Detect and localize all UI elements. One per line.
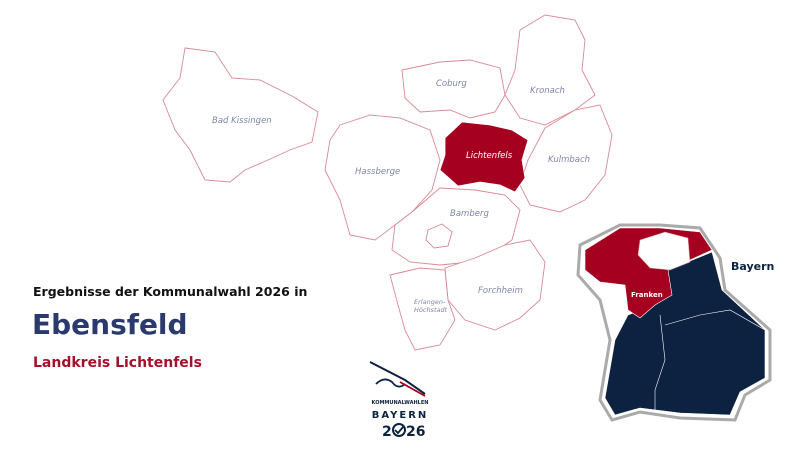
district-kronach[interactable] xyxy=(504,14,596,126)
label-bayern: Bayern xyxy=(731,260,774,273)
label-hassberge: Hassberge xyxy=(355,167,400,177)
logo-year-b: 26 xyxy=(406,424,425,440)
logo-line2: BAYERN xyxy=(372,410,429,421)
label-bamberg: Bamberg xyxy=(450,209,489,219)
district-subtitle: Landkreis Lichtenfels xyxy=(33,355,202,371)
district-bamberg-city[interactable] xyxy=(425,223,453,249)
label-franken: Franken xyxy=(631,291,663,299)
check-icon xyxy=(394,426,404,435)
district-bad-kissingen[interactable] xyxy=(162,47,319,183)
border-line xyxy=(664,309,766,331)
district-coburg[interactable] xyxy=(401,59,506,119)
district-forchheim[interactable] xyxy=(444,239,546,331)
bavaria-outline xyxy=(576,223,772,422)
label-coburg: Coburg xyxy=(436,79,467,89)
border-line xyxy=(654,314,666,412)
label-kronach: Kronach xyxy=(530,86,565,96)
label-kulmbach: Kulmbach xyxy=(548,155,590,165)
district-erlangen-hoechstadt[interactable] xyxy=(389,267,456,351)
hand-fingers-icon xyxy=(375,378,406,388)
hand-icon xyxy=(369,361,426,395)
check-circle-icon xyxy=(392,423,406,437)
results-intro: Ergebnisse der Kommunalwahl 2026 in xyxy=(33,284,308,299)
label-hoechstadt: Höchstadt xyxy=(414,306,448,314)
bavaria-inset: Franken Bayern xyxy=(576,223,774,422)
logo-year-a: 2 xyxy=(382,424,392,440)
label-lichtenfels: Lichtenfels xyxy=(466,151,513,161)
district-lichtenfels[interactable] xyxy=(439,121,529,193)
kommunalwahlen-logo: KOMMUNALWAHLEN BAYERN 2 26 xyxy=(369,361,429,440)
label-bad-kissingen: Bad Kissingen xyxy=(212,116,272,126)
logo-line1: KOMMUNALWAHLEN xyxy=(372,400,429,406)
pen-icon xyxy=(399,381,426,397)
region-bavaria-south-east[interactable] xyxy=(604,251,766,416)
upper-franconia-white xyxy=(637,231,691,271)
municipality-title: Ebensfeld xyxy=(32,308,188,341)
label-erlangen: Erlangen- xyxy=(414,298,446,306)
label-forchheim: Forchheim xyxy=(478,286,523,296)
